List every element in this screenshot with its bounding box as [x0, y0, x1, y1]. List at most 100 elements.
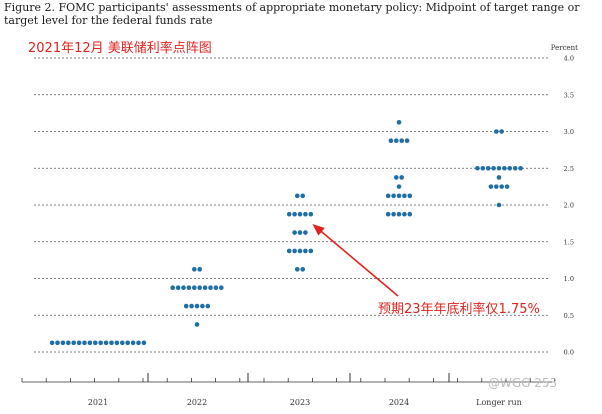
participant-dot	[399, 175, 405, 180]
annotation-note: 预期23年年底利率仅1.75%	[378, 302, 540, 317]
participant-dot	[292, 211, 297, 217]
y-tick-label: 1.0	[564, 275, 574, 283]
participant-dot	[391, 211, 396, 217]
participant-dot	[496, 165, 502, 171]
participant-dot	[49, 340, 55, 346]
participant-dot	[197, 285, 202, 290]
participant-dot	[202, 285, 208, 290]
participant-dot	[518, 165, 523, 171]
x-category-label: 2024	[389, 398, 409, 407]
figure-caption: Figure 2. FOMC participants' assessments…	[4, 1, 580, 27]
participant-dot	[136, 340, 141, 346]
watermark: @WGG 253	[488, 376, 558, 390]
y-tick-label: 2.0	[564, 202, 574, 210]
participant-dot	[192, 285, 197, 290]
participant-dot	[502, 165, 507, 171]
participant-dot	[485, 165, 491, 171]
participant-dot	[292, 248, 297, 254]
x-category-label: 2023	[290, 398, 310, 407]
participant-dot	[388, 138, 394, 143]
participant-dot	[192, 267, 197, 272]
participant-dot	[125, 340, 130, 346]
participant-dot	[475, 165, 480, 171]
participant-dot	[297, 211, 303, 217]
grid-layer	[34, 57, 548, 353]
participant-dot	[103, 340, 109, 346]
participant-dot	[391, 193, 396, 199]
participant-dot	[394, 175, 399, 180]
participant-dot	[308, 248, 314, 254]
participant-dot	[496, 175, 502, 180]
participant-dot	[120, 340, 125, 346]
annotation-title: 2021年12月 美联储利率点阵图	[28, 41, 212, 56]
participant-dot	[407, 211, 413, 217]
participant-dot	[82, 340, 87, 346]
y-axis-label: Percent	[551, 44, 578, 52]
participant-dot	[499, 184, 505, 189]
axis-layer: 0.0 0.5 1.0 1.5 2.0 2.5 3.0 3.5 4.0 Percent 2021 20…	[21, 44, 578, 407]
participant-dot	[297, 248, 303, 254]
participant-dot	[385, 211, 391, 217]
dot-layer	[49, 120, 523, 346]
participant-dot	[197, 267, 202, 272]
participant-dot	[141, 340, 147, 346]
y-tick-label: 0.0	[564, 349, 574, 357]
participant-dot	[488, 184, 494, 189]
participant-dot	[385, 193, 391, 199]
participant-dot	[295, 267, 300, 272]
participant-dot	[303, 248, 308, 254]
participant-dot	[292, 230, 297, 235]
participant-dot	[480, 165, 486, 171]
participant-dot	[205, 303, 211, 309]
participant-dot	[175, 285, 181, 290]
participant-dot	[407, 193, 413, 199]
participant-dot	[189, 303, 194, 309]
arrow-layer	[312, 224, 399, 297]
participant-dot	[130, 340, 136, 346]
participant-dot	[494, 184, 499, 189]
participant-dot	[303, 211, 308, 217]
participant-dot	[200, 303, 205, 309]
participant-dot	[300, 267, 306, 272]
participant-dot	[213, 285, 219, 290]
participant-dot	[402, 193, 407, 199]
participant-dot	[66, 340, 71, 346]
participant-dot	[512, 165, 518, 171]
participant-dot	[183, 303, 189, 309]
participant-dot	[87, 340, 93, 346]
participant-dot	[76, 340, 82, 346]
participant-dot	[300, 193, 306, 199]
participant-dot	[396, 184, 402, 189]
participant-dot	[297, 230, 303, 235]
y-tick-label: 2.5	[564, 165, 574, 173]
participant-dot	[507, 165, 513, 171]
participant-dot	[399, 138, 405, 143]
participant-dot	[208, 285, 213, 290]
participant-dot	[394, 138, 399, 143]
participant-dot	[491, 165, 496, 171]
x-category-label: 2022	[187, 398, 207, 407]
participant-dot	[55, 340, 60, 346]
y-tick-label: 3.0	[564, 128, 574, 136]
participant-dot	[98, 340, 103, 346]
participant-dot	[194, 322, 200, 327]
participant-dot	[404, 138, 410, 143]
participant-dot	[308, 211, 314, 217]
participant-dot	[303, 230, 308, 235]
x-category-label: 2021	[88, 398, 108, 407]
participant-dot	[286, 211, 292, 217]
participant-dot	[496, 202, 502, 208]
participant-dot	[60, 340, 66, 346]
participant-dot	[219, 285, 224, 290]
participant-dot	[396, 120, 402, 125]
participant-dot	[181, 285, 186, 290]
participant-dot	[494, 129, 499, 134]
participant-dot	[186, 285, 192, 290]
annotation-arrow	[312, 224, 399, 297]
y-tick-label: 1.5	[564, 238, 574, 246]
y-tick-label: 4.0	[564, 55, 574, 63]
x-category-label: Longer run	[476, 398, 522, 407]
participant-dot	[109, 340, 114, 346]
participant-dot	[93, 340, 98, 346]
